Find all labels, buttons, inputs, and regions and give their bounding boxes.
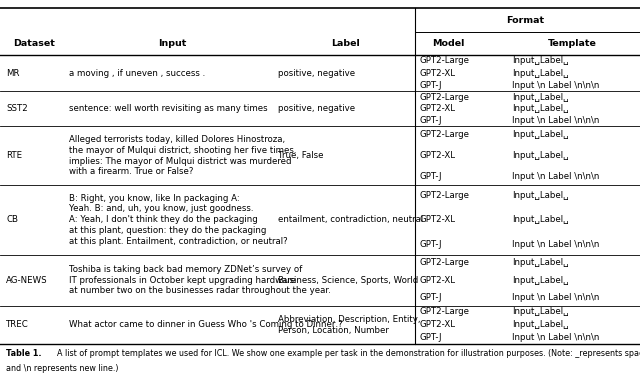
Text: SST2: SST2 — [6, 104, 28, 113]
Text: AG-NEWS: AG-NEWS — [6, 275, 48, 284]
Text: B: Right, you know, like In packaging A:: B: Right, you know, like In packaging A: — [69, 194, 240, 203]
Text: at this plant, question: they do the packaging: at this plant, question: they do the pac… — [69, 226, 266, 235]
Text: GPT-J: GPT-J — [419, 333, 442, 342]
Text: GPT2-Large: GPT2-Large — [419, 130, 469, 139]
Text: GPT2-Large: GPT2-Large — [419, 56, 469, 65]
Text: at number two on the businesses radar throughout the year.: at number two on the businesses radar th… — [69, 286, 331, 295]
Text: GPT2-XL: GPT2-XL — [419, 321, 455, 329]
Text: Table 1.: Table 1. — [6, 349, 42, 358]
Text: the mayor of Mulqui district, shooting her five times.: the mayor of Mulqui district, shooting h… — [69, 146, 296, 155]
Text: GPT-J: GPT-J — [419, 240, 442, 249]
Text: Input␣Label␣: Input␣Label␣ — [512, 56, 568, 65]
Text: Business, Science, Sports, World: Business, Science, Sports, World — [278, 275, 419, 284]
Text: Input␣Label␣: Input␣Label␣ — [512, 321, 568, 329]
Text: Template: Template — [548, 39, 597, 48]
Text: IT professionals in October kept upgrading hardware: IT professionals in October kept upgradi… — [69, 275, 296, 284]
Text: True, False: True, False — [278, 151, 324, 160]
Text: Person, Location, Number: Person, Location, Number — [278, 326, 389, 335]
Text: sentence: well worth revisiting as many times: sentence: well worth revisiting as many … — [69, 104, 268, 113]
Text: Input␣Label␣: Input␣Label␣ — [512, 68, 568, 77]
Text: Input: Input — [159, 39, 187, 48]
Text: TREC: TREC — [6, 321, 29, 329]
Text: positive, negative: positive, negative — [278, 68, 356, 77]
Text: What actor came to dinner in Guess Who 's Coming to Dinner ?: What actor came to dinner in Guess Who '… — [69, 321, 343, 329]
Text: Yeah. B: and, uh, you know, just goodness.: Yeah. B: and, uh, you know, just goodnes… — [69, 205, 253, 214]
Text: GPT2-XL: GPT2-XL — [419, 104, 455, 113]
Text: Input␣Label␣: Input␣Label␣ — [512, 216, 568, 224]
Text: GPT2-Large: GPT2-Large — [419, 191, 469, 200]
Text: GPT2-Large: GPT2-Large — [419, 307, 469, 317]
Text: MR: MR — [6, 68, 20, 77]
Text: Input␣Label␣: Input␣Label␣ — [512, 275, 568, 284]
Text: Input \n Label \n\n\n: Input \n Label \n\n\n — [512, 333, 600, 342]
Text: A: Yeah, I don't think they do the packaging: A: Yeah, I don't think they do the packa… — [69, 216, 258, 224]
Text: Input␣Label␣: Input␣Label␣ — [512, 307, 568, 317]
Text: Input \n Label \n\n\n: Input \n Label \n\n\n — [512, 293, 600, 302]
Text: GPT2-XL: GPT2-XL — [419, 151, 455, 160]
Text: Input␣Label␣: Input␣Label␣ — [512, 104, 568, 113]
Text: GPT2-XL: GPT2-XL — [419, 216, 455, 224]
Text: GPT-J: GPT-J — [419, 81, 442, 90]
Text: and \n represents new line.): and \n represents new line.) — [6, 364, 119, 373]
Text: Toshiba is taking back bad memory ZDNet’s survey of: Toshiba is taking back bad memory ZDNet’… — [69, 265, 302, 273]
Text: Model: Model — [432, 39, 464, 48]
Text: with a firearm. True or False?: with a firearm. True or False? — [69, 168, 193, 177]
Text: A list of prompt templates we used for ICL. We show one example per task in the : A list of prompt templates we used for I… — [52, 349, 640, 358]
Text: Alleged terrorists today, killed Dolores Hinostroza,: Alleged terrorists today, killed Dolores… — [69, 135, 285, 144]
Text: GPT-J: GPT-J — [419, 293, 442, 302]
Text: GPT2-XL: GPT2-XL — [419, 275, 455, 284]
Text: Input␣Label␣: Input␣Label␣ — [512, 258, 568, 267]
Text: Input \n Label \n\n\n: Input \n Label \n\n\n — [512, 240, 600, 249]
Text: entailment, contradiction, neutral: entailment, contradiction, neutral — [278, 216, 424, 224]
Text: positive, negative: positive, negative — [278, 104, 356, 113]
Text: Input␣Label␣: Input␣Label␣ — [512, 191, 568, 200]
Text: at this plant. Entailment, contradiction, or neutral?: at this plant. Entailment, contradiction… — [69, 237, 288, 246]
Text: CB: CB — [6, 216, 19, 224]
Text: Dataset: Dataset — [13, 39, 56, 48]
Text: Abbreviation, Description, Entity,: Abbreviation, Description, Entity, — [278, 315, 421, 324]
Text: Label: Label — [332, 39, 360, 48]
Text: Input␣Label␣: Input␣Label␣ — [512, 93, 568, 102]
Text: Input␣Label␣: Input␣Label␣ — [512, 151, 568, 160]
Text: Input \n Label \n\n\n: Input \n Label \n\n\n — [512, 116, 600, 125]
Text: Format: Format — [506, 16, 544, 25]
Text: Input \n Label \n\n\n: Input \n Label \n\n\n — [512, 172, 600, 181]
Text: GPT2-XL: GPT2-XL — [419, 68, 455, 77]
Text: a moving , if uneven , success .: a moving , if uneven , success . — [69, 68, 205, 77]
Text: GPT2-Large: GPT2-Large — [419, 93, 469, 102]
Text: Input␣Label␣: Input␣Label␣ — [512, 130, 568, 139]
Text: GPT-J: GPT-J — [419, 172, 442, 181]
Text: implies: The mayor of Mulqui district was murdered: implies: The mayor of Mulqui district wa… — [69, 157, 292, 166]
Text: RTE: RTE — [6, 151, 22, 160]
Text: Input \n Label \n\n\n: Input \n Label \n\n\n — [512, 81, 600, 90]
Text: GPT-J: GPT-J — [419, 116, 442, 125]
Text: GPT2-Large: GPT2-Large — [419, 258, 469, 267]
